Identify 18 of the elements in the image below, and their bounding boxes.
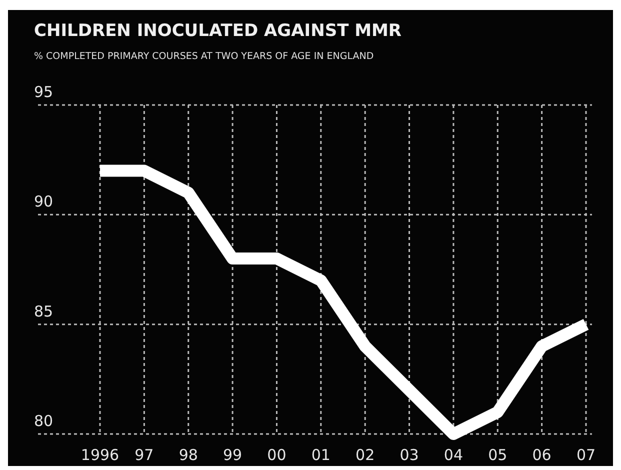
chart-title: CHILDREN INOCULATED AGAINST MMR — [34, 21, 402, 41]
x-tick-label: 02 — [356, 446, 375, 464]
y-tick-label: 90 — [34, 192, 54, 211]
y-tick-label: 95 — [34, 83, 54, 101]
x-tick-label: 03 — [400, 446, 419, 464]
x-tick-label: 99 — [223, 446, 242, 464]
x-tick-label: 04 — [444, 446, 463, 464]
x-tick-label: 06 — [532, 446, 552, 464]
x-tick-label: 01 — [311, 446, 330, 464]
x-tick-label: 1996 — [80, 446, 120, 464]
x-tick-label: 00 — [267, 446, 286, 464]
x-tick-label: 97 — [134, 446, 154, 464]
x-tick-label: 07 — [576, 446, 596, 464]
y-tick-label: 80 — [34, 412, 54, 430]
x-tick-label: 05 — [488, 446, 508, 464]
x-tick-label: 98 — [178, 446, 198, 464]
y-tick-label: 85 — [34, 302, 54, 320]
chart-subtitle: % COMPLETED PRIMARY COURSES AT TWO YEARS OF AGE IN ENGLAND — [34, 51, 374, 62]
